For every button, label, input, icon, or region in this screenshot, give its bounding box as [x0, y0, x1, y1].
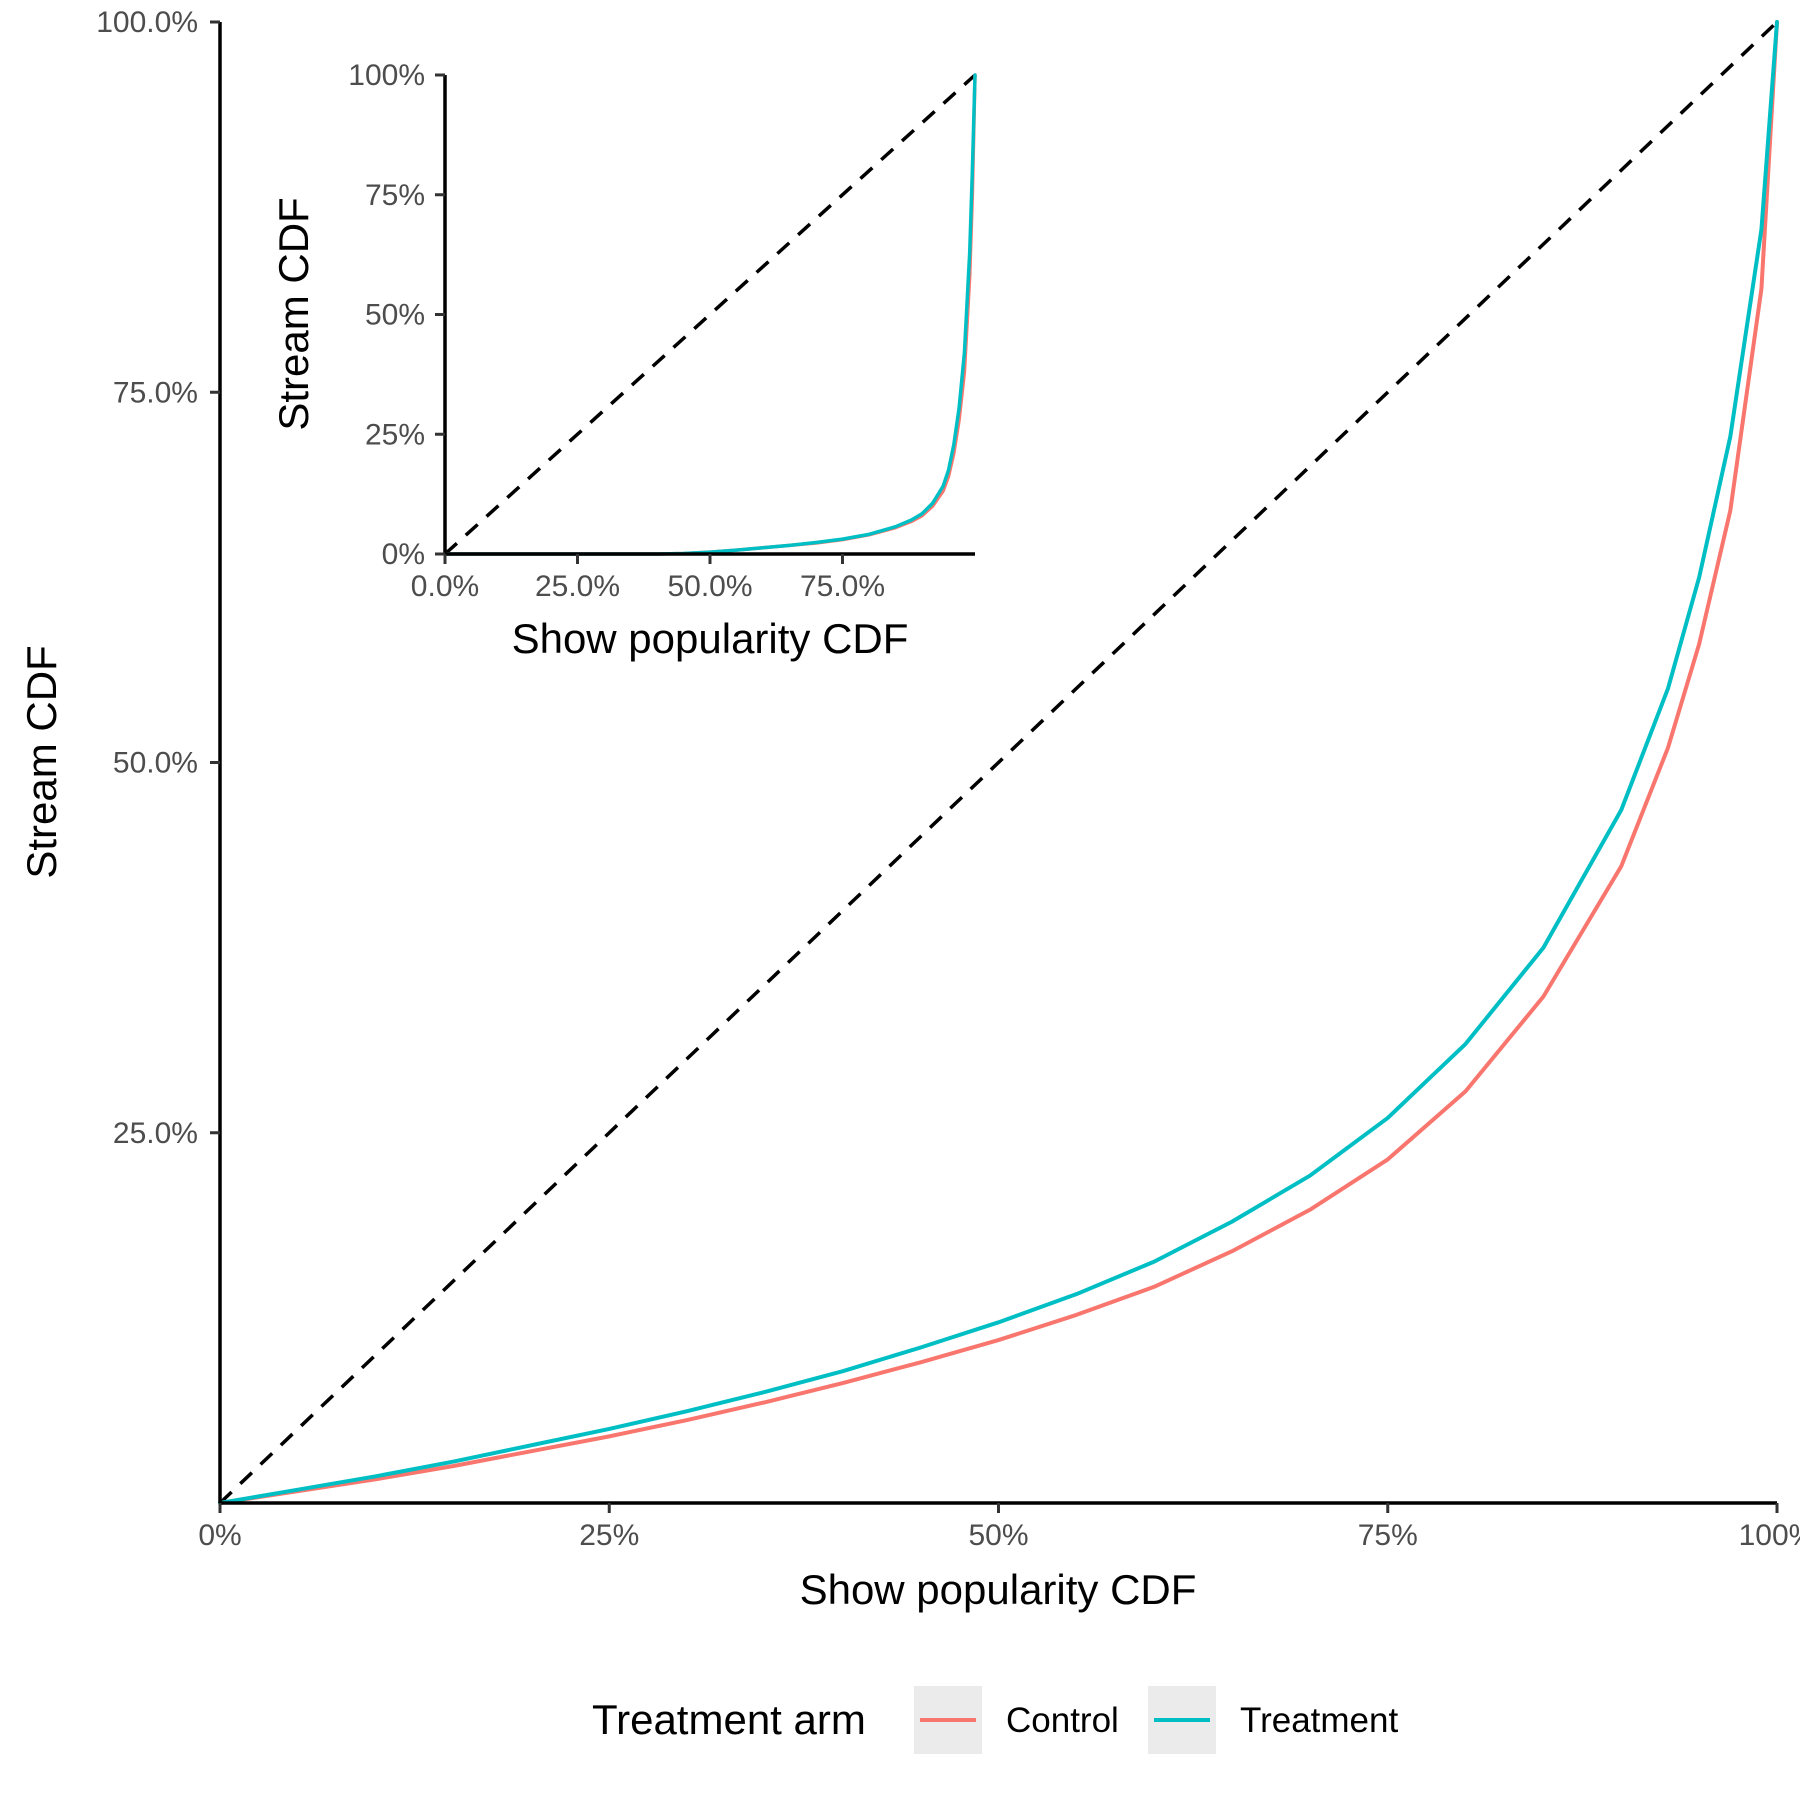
inset-x-tick-label: 50.0% — [667, 570, 752, 603]
inset-x-axis-title: Show popularity CDF — [512, 615, 909, 662]
inset-y-tick-label: 75% — [365, 179, 425, 212]
inset-y-tick-label: 25% — [365, 418, 425, 451]
main-x-tick-label: 100% — [1739, 1519, 1800, 1552]
main-x-tick-label: 0% — [198, 1519, 241, 1552]
legend-item-control: Control — [914, 1686, 1119, 1754]
inset-x-tick-label: 25.0% — [535, 570, 620, 603]
main-series-line-treatment — [218, 20, 1779, 1505]
main-y-axis-title: Stream CDF — [18, 645, 65, 878]
main-x-tick-label: 25% — [579, 1519, 639, 1552]
main-x-tick-label: 75% — [1358, 1519, 1418, 1552]
legend-item-treatment: Treatment — [1148, 1686, 1398, 1754]
inset-y-ticks: 0% 25% 50% 75% 100% — [348, 59, 445, 571]
inset-x-ticks: 0.0% 25.0% 50.0% 75.0% — [411, 554, 885, 603]
inset-y-tick-label: 0% — [382, 538, 425, 571]
main-y-tick-label: 25.0% — [113, 1117, 198, 1150]
main-y-tick-label: 50.0% — [113, 747, 198, 780]
main-x-ticks: 0% 25% 50% 75% 100% — [198, 1503, 1800, 1552]
inset-x-tick-label: 0.0% — [411, 570, 479, 603]
main-x-axis-title: Show popularity CDF — [800, 1566, 1197, 1613]
main-x-tick-label: 50% — [968, 1519, 1028, 1552]
inset-plot-panel: 0.0% 25.0% 50.0% 75.0% 0% 25% 50% 75% 100% Show… — [270, 59, 977, 662]
main-plot-panel: 0% 25% 50% 75% 100% 25.0% 50.0% 75.0% 100.0% Sh… — [18, 6, 1800, 1613]
inset-y-tick-label: 50% — [365, 299, 425, 332]
inset-y-axis-title: Stream CDF — [270, 197, 317, 430]
legend: Treatment arm Control Treatment — [592, 1686, 1398, 1754]
legend-title: Treatment arm — [592, 1696, 866, 1743]
main-plot-marks — [218, 20, 1779, 1505]
main-y-tick-label: 100.0% — [96, 6, 198, 39]
inset-x-tick-label: 75.0% — [800, 570, 885, 603]
legend-label-control: Control — [1006, 1701, 1119, 1740]
inset-reference-diagonal — [443, 73, 977, 556]
main-series-line-control — [218, 20, 1779, 1505]
main-y-tick-label: 75.0% — [113, 376, 198, 409]
main-reference-diagonal — [218, 20, 1779, 1505]
inset-y-tick-label: 100% — [348, 59, 425, 92]
main-y-ticks: 25.0% 50.0% 75.0% 100.0% — [96, 6, 220, 1150]
legend-label-treatment: Treatment — [1240, 1701, 1398, 1740]
